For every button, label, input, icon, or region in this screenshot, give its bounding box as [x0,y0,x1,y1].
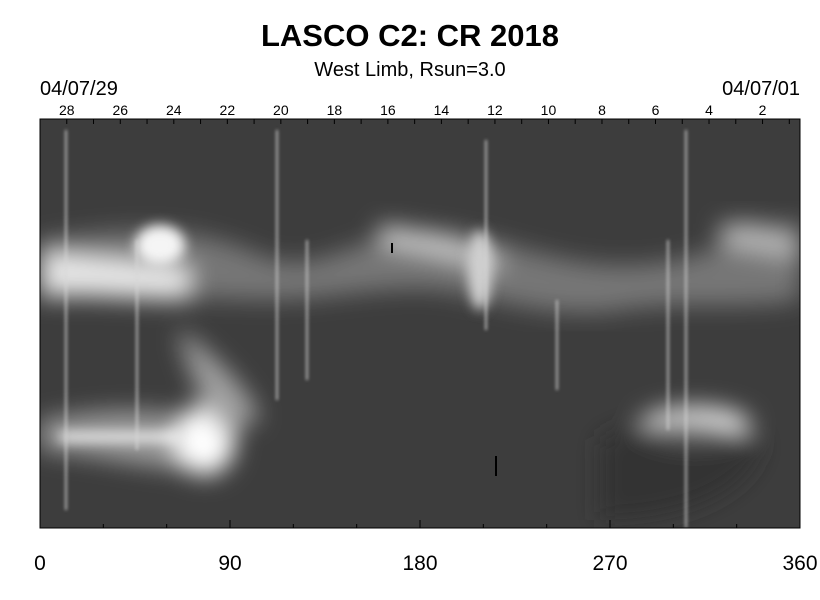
day-label: 22 [220,102,236,118]
day-label: 8 [598,102,606,118]
day-label: 4 [705,102,713,118]
day-label: 24 [166,102,182,118]
x-tick-label: 0 [34,552,46,575]
day-label: 18 [327,102,343,118]
day-label: 10 [541,102,557,118]
day-label: 26 [112,102,128,118]
x-tick-label: 360 [782,552,817,575]
chart-subtitle: West Limb, Rsun=3.0 [314,59,506,81]
day-label: 20 [273,102,289,118]
day-axis: 28 26 24 22 20 18 16 14 12 10 8 6 4 2 [39,102,790,124]
x-axis: 0 90 180 270 360 [34,520,818,575]
day-label: 14 [434,102,450,118]
synoptic-image [40,119,800,528]
day-label: 28 [59,102,75,118]
chart-title: LASCO C2: CR 2018 [260,18,560,53]
day-label: 12 [487,102,503,118]
day-label: 16 [380,102,396,118]
x-tick-label: 90 [218,552,241,575]
end-date-label: 04/07/01 [722,78,800,100]
x-tick-label: 180 [402,552,437,575]
x-tick-label: 270 [592,552,627,575]
day-label: 2 [759,102,767,118]
day-label: 6 [652,102,660,118]
start-date-label: 04/07/29 [40,78,118,100]
